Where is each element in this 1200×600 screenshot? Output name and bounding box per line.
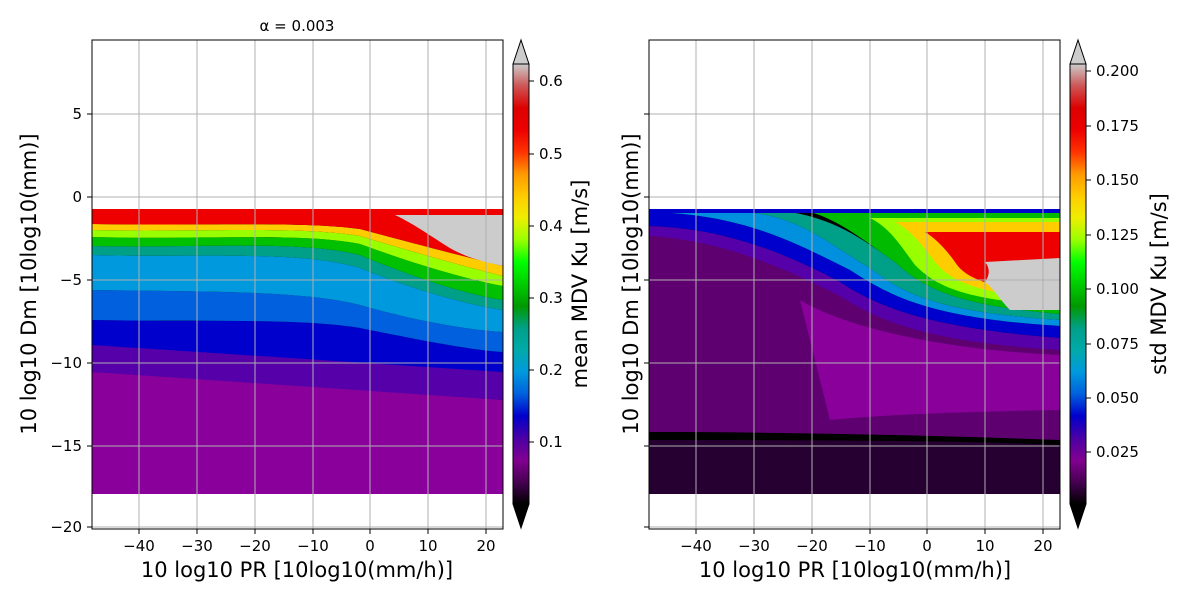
colorbar-tick-label: 0.025 bbox=[1096, 443, 1139, 461]
y-axis: 10 log10 Dm [10log10(mm)] bbox=[619, 113, 649, 528]
grid-lines bbox=[92, 40, 503, 529]
heatmap-panel-std: −40 −30 −20 −10 0 10 20 10 log10 PR [10l… bbox=[619, 39, 1061, 582]
colorbar-mean: 0.1 0.2 0.3 0.4 0.5 0.6 mean MDV Ku [m/s… bbox=[512, 38, 592, 530]
y-tick-label: −5 bbox=[60, 271, 82, 289]
colorbar-tick-label: 0.200 bbox=[1096, 62, 1139, 80]
plot-frame bbox=[91, 39, 504, 530]
colorbar-tick-label: 0.1 bbox=[539, 433, 563, 451]
x-axis: −40 −30 −20 −10 0 10 20 10 log10 PR [10l… bbox=[123, 529, 496, 582]
x-tick-label: −10 bbox=[297, 537, 329, 555]
colorbar-label: mean MDV Ku [m/s] bbox=[568, 180, 592, 389]
y-axis-label: 10 log10 Dm [10log10(mm)] bbox=[17, 133, 41, 434]
colorbar-gradient bbox=[512, 63, 530, 505]
x-tick-label: 0 bbox=[365, 537, 375, 555]
colorbar-extend-max bbox=[512, 38, 530, 65]
colorbar-extend-min bbox=[1069, 503, 1087, 530]
y-axis: 5 0 −5 −10 −15 −20 10 log10 Dm [10log10(… bbox=[17, 105, 92, 536]
x-tick-label: 10 bbox=[975, 537, 994, 555]
y-tick-label: −10 bbox=[50, 354, 82, 372]
x-tick-label: −30 bbox=[738, 537, 770, 555]
x-tick-label: −10 bbox=[854, 537, 886, 555]
heatmap-field bbox=[92, 209, 503, 494]
plot-frame bbox=[648, 39, 1061, 530]
chart-title: α = 0.003 bbox=[260, 17, 335, 35]
colorbar-tick-label: 0.6 bbox=[539, 72, 563, 90]
colorbar-tick-label: 0.175 bbox=[1096, 117, 1139, 135]
colorbar-tick-label: 0.5 bbox=[539, 145, 563, 163]
colorbar-label: std MDV Ku [m/s] bbox=[1147, 193, 1171, 375]
colorbar-tick-label: 0.4 bbox=[539, 217, 563, 235]
colorbar-tick-label: 0.075 bbox=[1096, 335, 1139, 353]
x-tick-label: −20 bbox=[239, 537, 271, 555]
x-tick-label: −40 bbox=[123, 537, 155, 555]
x-tick-label: 20 bbox=[476, 537, 495, 555]
colorbar-extend-max bbox=[1069, 38, 1087, 65]
colorbar-gradient bbox=[1069, 63, 1087, 505]
colorbar-extend-min bbox=[512, 503, 530, 530]
x-axis-label: 10 log10 PR [10log10(mm/h)] bbox=[699, 558, 1011, 582]
heatmap-panel-mean: α = 0.003 bbox=[17, 17, 504, 582]
x-tick-label: 0 bbox=[922, 537, 932, 555]
heatmap-field bbox=[649, 209, 1060, 494]
grid-lines bbox=[649, 40, 1060, 529]
x-tick-label: −30 bbox=[181, 537, 213, 555]
x-axis: −40 −30 −20 −10 0 10 20 10 log10 PR [10l… bbox=[680, 529, 1053, 582]
x-tick-label: 20 bbox=[1033, 537, 1052, 555]
y-axis-label: 10 log10 Dm [10log10(mm)] bbox=[619, 133, 643, 434]
x-tick-label: 10 bbox=[418, 537, 437, 555]
y-tick-label: 0 bbox=[72, 188, 82, 206]
colorbar-std: 0.025 0.050 0.075 0.100 0.125 0.150 0.17… bbox=[1069, 38, 1171, 530]
colorbar-tick-label: 0.100 bbox=[1096, 280, 1139, 298]
y-tick-label: −20 bbox=[50, 518, 82, 536]
y-tick-label: −15 bbox=[50, 437, 82, 455]
x-axis-label: 10 log10 PR [10log10(mm/h)] bbox=[141, 558, 453, 582]
colorbar-tick-label: 0.3 bbox=[539, 289, 563, 307]
colorbar-tick-label: 0.125 bbox=[1096, 226, 1139, 244]
colorbar-tick-label: 0.2 bbox=[539, 361, 563, 379]
x-tick-label: −40 bbox=[680, 537, 712, 555]
colorbar-tick-label: 0.150 bbox=[1096, 171, 1139, 189]
y-tick-label: 5 bbox=[72, 105, 82, 123]
colorbar-tick-label: 0.050 bbox=[1096, 389, 1139, 407]
x-tick-label: −20 bbox=[796, 537, 828, 555]
